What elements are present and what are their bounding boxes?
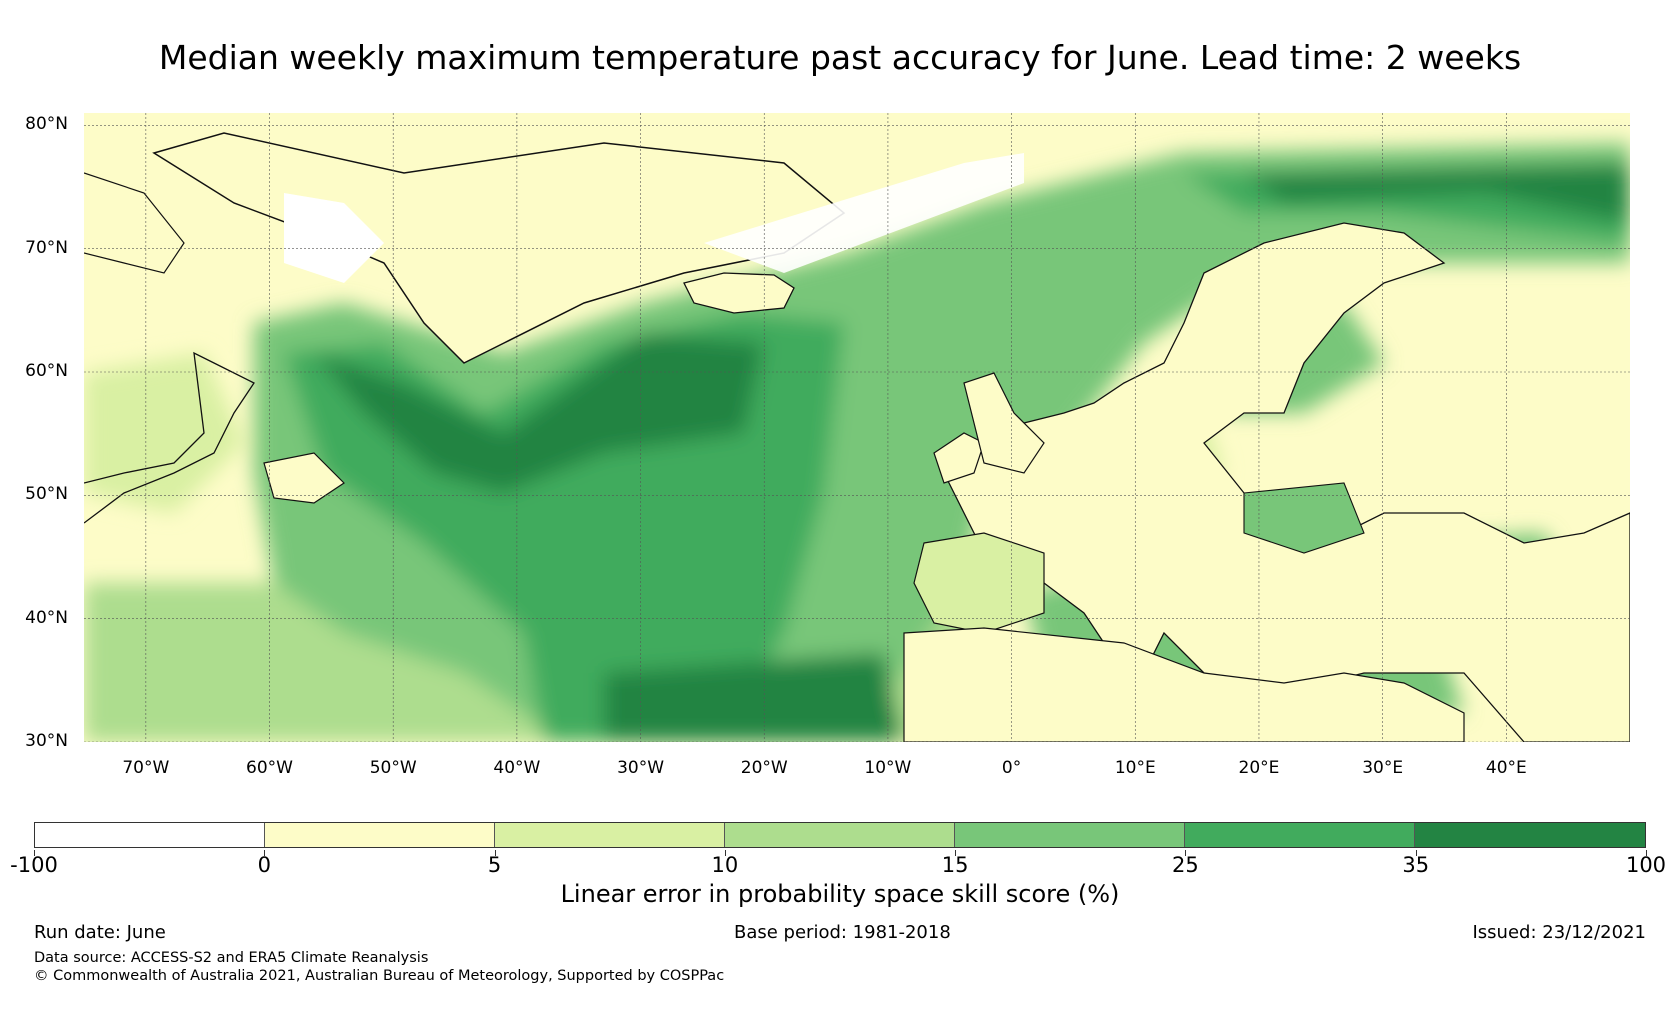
longitude-label: 30°E bbox=[1362, 758, 1404, 778]
longitude-label: 40°W bbox=[493, 758, 541, 778]
longitude-label: 60°W bbox=[246, 758, 293, 778]
colorbar-tick bbox=[494, 850, 496, 856]
skill-score-map bbox=[84, 113, 1630, 742]
latitude-label: 40°N bbox=[25, 607, 68, 628]
black-sea bbox=[1243, 482, 1365, 554]
longitude-label: 50°W bbox=[369, 758, 417, 778]
colorbar-segment bbox=[725, 823, 955, 847]
data-source: Data source: ACCESS-S2 and ERA5 Climate … bbox=[34, 950, 429, 966]
colorbar-tick-label: 0 bbox=[257, 853, 271, 877]
colorbar-tick-label: 25 bbox=[1172, 853, 1199, 877]
great-britain-landmass bbox=[963, 372, 1045, 474]
longitude-label: 70°W bbox=[122, 758, 170, 778]
colorbar-segment bbox=[35, 823, 265, 847]
latitude-label: 50°N bbox=[25, 484, 68, 505]
latitude-label: 30°N bbox=[25, 731, 68, 751]
colorbar-segment bbox=[1415, 823, 1645, 847]
colorbar-tick-label: 15 bbox=[941, 853, 969, 877]
colorbar-tick-label: 35 bbox=[1402, 853, 1430, 877]
ireland-landmass bbox=[933, 432, 985, 484]
base-period: Base period: 1981-2018 bbox=[734, 922, 951, 943]
iceland-landmass bbox=[683, 272, 795, 314]
colorbar-tick bbox=[955, 850, 957, 856]
skill-region-35-100-subtropics bbox=[604, 653, 904, 742]
copyright-notice: © Commonwealth of Australia 2021, Austra… bbox=[34, 968, 725, 984]
longitude-label: 40°E bbox=[1485, 758, 1527, 778]
colorbar-tick bbox=[1646, 850, 1647, 856]
colorbar-tick bbox=[1185, 850, 1187, 856]
longitude-label: 30°W bbox=[617, 758, 665, 778]
graticule-gridlines bbox=[84, 113, 1630, 742]
colorbar-segment bbox=[955, 823, 1185, 847]
colorbar-tick-label: 5 bbox=[487, 853, 502, 877]
colorbar-tick-label: 100 bbox=[1625, 853, 1667, 877]
longitude-label: 20°W bbox=[740, 758, 788, 778]
colorbar-tick-label: 10 bbox=[711, 853, 739, 877]
skill-region-35-100-arctic bbox=[1244, 163, 1630, 223]
issued-date: Issued: 23/12/2021 bbox=[1472, 922, 1646, 943]
longitude-label: 20°E bbox=[1238, 758, 1280, 778]
newfoundland-landmass bbox=[263, 452, 345, 504]
map-title: Median weekly maximum temperature past a… bbox=[158, 38, 1522, 77]
arctic-ice-edge-low-skill bbox=[704, 153, 1024, 273]
north-africa-landmass bbox=[903, 627, 1465, 742]
run-date: Run date: June bbox=[34, 922, 166, 943]
map-canvas bbox=[84, 113, 1630, 742]
longitude-label: 0° bbox=[1001, 758, 1022, 778]
colorbar-tick bbox=[34, 850, 35, 856]
latitude-label: 70°N bbox=[25, 237, 68, 258]
baffin-coastline bbox=[84, 172, 185, 274]
longitude-label: 10°E bbox=[1114, 758, 1156, 778]
colorbar-tick bbox=[1415, 850, 1417, 856]
colorbar-label: Linear error in probability space skill … bbox=[560, 880, 1120, 908]
colorbar-tick-label: -100 bbox=[10, 853, 58, 877]
iberia-landmass bbox=[913, 532, 1045, 634]
colorbar-segment bbox=[1185, 823, 1415, 847]
colorbar-tick bbox=[264, 850, 266, 856]
colorbar-segment bbox=[265, 823, 495, 847]
latitude-label: 80°N bbox=[25, 114, 68, 135]
colorbar bbox=[34, 822, 1646, 848]
longitude-label: 10°W bbox=[864, 758, 912, 778]
skill-region-35-100-labrador-sea bbox=[314, 333, 764, 493]
colorbar-segment bbox=[495, 823, 725, 847]
latitude-label: 60°N bbox=[25, 361, 68, 381]
greenland-low-skill-area bbox=[284, 193, 384, 283]
north-america-coastline bbox=[84, 351, 255, 524]
colorbar-tick bbox=[724, 850, 726, 856]
